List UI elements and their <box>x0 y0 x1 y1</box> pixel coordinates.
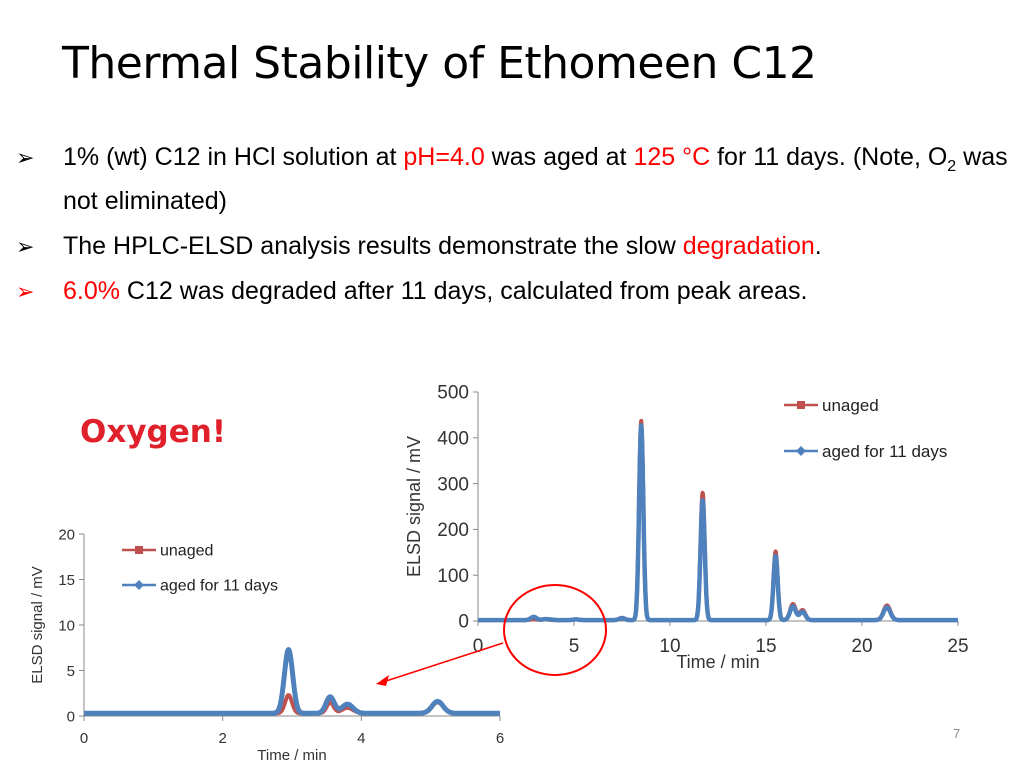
y-tick-label: 5 <box>67 663 75 680</box>
bullet-text: degradation <box>682 232 815 260</box>
x-tick-label: 5 <box>569 636 580 657</box>
bullet-text: C12 was degraded after 11 days, calculat… <box>119 277 808 305</box>
x-tick-label: 15 <box>755 636 776 657</box>
bullet-text: 125 °C <box>633 143 711 171</box>
x-tick-label: 4 <box>357 730 365 747</box>
x-tick-label: 0 <box>80 730 88 747</box>
y-tick-label: 0 <box>67 708 75 725</box>
arrow-head-icon <box>376 675 389 686</box>
y-tick-label: 500 <box>437 383 469 404</box>
slide-title: Thermal Stability of Ethomeen C12 <box>62 38 817 89</box>
bullet-text: for 11 days. (Note, O <box>710 143 948 171</box>
legend-marker <box>797 401 805 409</box>
arrow-bullet-icon: ➢ <box>16 279 35 304</box>
zoom-circle-highlight <box>503 584 607 676</box>
page-number: 7 <box>953 726 961 741</box>
series-line-aged <box>476 423 960 623</box>
x-tick-label: 20 <box>851 636 872 657</box>
x-tick-label: 0 <box>473 636 484 657</box>
x-tick-label: 10 <box>659 636 680 657</box>
x-axis-label: Time / min <box>257 747 326 764</box>
bullet-item: ➢ 1% (wt) C12 in HCl solution at pH=4.0 w… <box>10 140 1010 219</box>
x-tick-label: 6 <box>496 730 504 747</box>
y-axis-label: ELSD signal / mV <box>29 566 46 684</box>
bullet-text: was not eliminated) <box>63 143 1008 215</box>
oxygen-callout: Oxygen! <box>80 414 226 450</box>
arrow-bullet-icon: ➢ <box>16 234 35 259</box>
bullet-text: pH=4.0 <box>403 143 485 171</box>
y-tick-label: 10 <box>58 617 75 634</box>
legend-label: aged for 11 days <box>160 578 278 595</box>
series-line-aged <box>81 647 503 716</box>
x-axis-label: Time / min <box>676 652 759 672</box>
legend-label: unaged <box>160 543 213 560</box>
legend-marker <box>135 546 143 554</box>
y-tick-label: 20 <box>58 526 75 543</box>
bullet-item: ➢ 6.0% C12 was degraded after 11 days, ca… <box>10 274 1010 309</box>
callout-arrow-line <box>382 642 504 683</box>
y-axis-label: ELSD signal / mV <box>404 436 424 577</box>
y-tick-label: 300 <box>437 474 469 495</box>
bullet-list: ➢ 1% (wt) C12 in HCl solution at pH=4.0 w… <box>10 140 1010 319</box>
legend-label: aged for 11 days <box>822 442 947 461</box>
y-tick-label: 200 <box>437 520 469 541</box>
legend-label: unaged <box>822 396 879 415</box>
legend-marker <box>134 580 144 590</box>
bullet-text: 6.0% <box>63 277 120 305</box>
y-tick-label: 400 <box>437 428 469 449</box>
bullet-text: was aged at <box>484 143 634 171</box>
y-tick-label: 100 <box>437 566 469 587</box>
arrow-bullet-icon: ➢ <box>16 145 35 170</box>
bullet-item: ➢ The HPLC-ELSD analysis results demonstr… <box>10 229 1010 264</box>
x-tick-label: 2 <box>218 730 226 747</box>
bullet-text: . <box>814 232 822 260</box>
y-tick-label: 0 <box>458 612 469 633</box>
series-line-unaged <box>82 693 502 716</box>
bullet-text: 1% (wt) C12 in HCl solution at <box>63 143 404 171</box>
bullet-text: 2 <box>947 158 957 175</box>
legend-marker <box>796 446 806 456</box>
x-tick-label: 25 <box>947 636 968 657</box>
y-tick-label: 15 <box>58 572 75 589</box>
bullet-text: The HPLC-ELSD analysis results demonstra… <box>63 232 683 260</box>
